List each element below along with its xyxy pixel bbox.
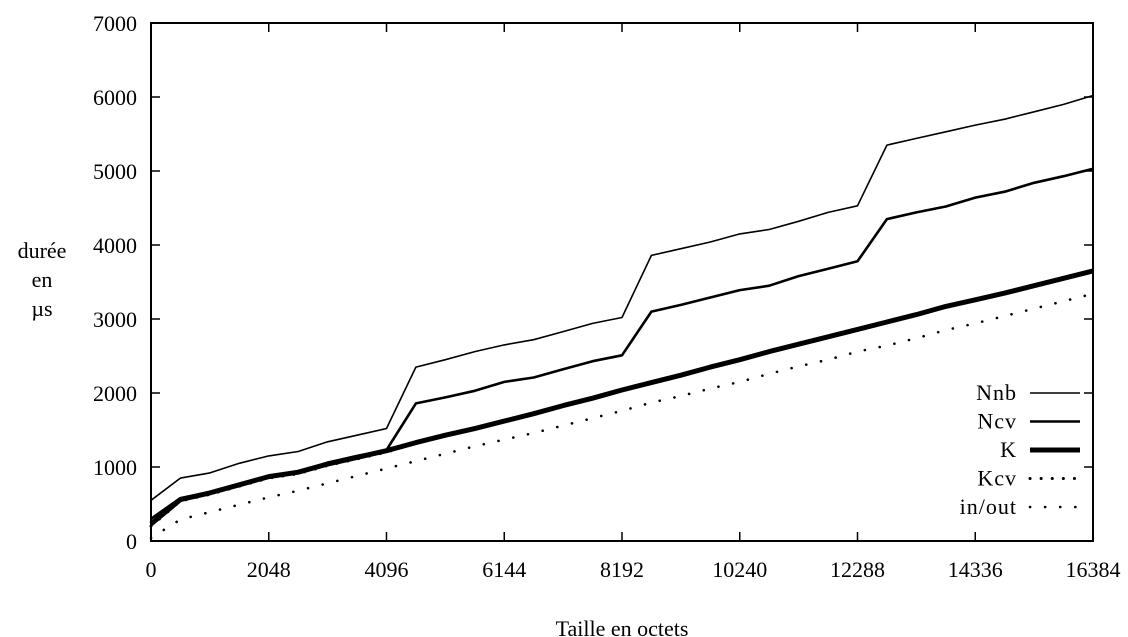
x-tick-label: 16384 bbox=[1066, 557, 1121, 582]
y-tick-label: 6000 bbox=[93, 85, 137, 110]
x-tick-labels: 0 2048 4096 6144 8192 10240 12288 14336 16384 bbox=[146, 557, 1121, 582]
y-tick-labels: 0 1000 2000 3000 4000 5000 6000 7000 bbox=[93, 11, 137, 554]
y-axis-title-line-1: durée bbox=[18, 238, 67, 263]
legend: Nnb Ncv K Kcv in/out bbox=[960, 380, 1082, 519]
plot-frame bbox=[150, 22, 1094, 542]
series-line-in-out bbox=[149, 292, 1095, 540]
series-line-k bbox=[149, 268, 1094, 526]
y-axis-title-line-3: µs bbox=[31, 296, 52, 321]
x-tick-label: 0 bbox=[146, 557, 157, 582]
series-line-kcv bbox=[149, 270, 1095, 528]
y-tick-label: 4000 bbox=[93, 233, 137, 258]
legend-label-kcv: Kcv bbox=[977, 466, 1017, 491]
y-tick-label: 3000 bbox=[93, 307, 137, 332]
plot-area bbox=[149, 22, 1095, 542]
y-axis-title-line-2: en bbox=[32, 267, 53, 292]
x-tick-label: 10240 bbox=[712, 557, 767, 582]
legend-label-ncv: Ncv bbox=[977, 409, 1017, 434]
axis-ticks bbox=[150, 22, 1094, 542]
series-line-ncv bbox=[150, 167, 1094, 520]
y-axis-title: durée en µs bbox=[18, 238, 67, 321]
y-tick-label: 5000 bbox=[93, 159, 137, 184]
x-tick-label: 4096 bbox=[365, 557, 409, 582]
x-tick-label: 2048 bbox=[247, 557, 291, 582]
series-lines bbox=[149, 94, 1095, 540]
x-tick-label: 8192 bbox=[600, 557, 644, 582]
x-tick-label: 12288 bbox=[830, 557, 885, 582]
y-tick-label: 0 bbox=[126, 529, 137, 554]
legend-label-k: K bbox=[1000, 437, 1017, 462]
y-tick-label: 2000 bbox=[93, 381, 137, 406]
legend-label-nnb: Nnb bbox=[976, 380, 1017, 405]
x-tick-label: 14336 bbox=[948, 557, 1003, 582]
y-tick-label: 1000 bbox=[93, 455, 137, 480]
x-tick-label: 6144 bbox=[482, 557, 526, 582]
y-tick-label: 7000 bbox=[93, 11, 137, 36]
series-line-nnb bbox=[150, 94, 1094, 501]
legend-label-in-out: in/out bbox=[960, 494, 1017, 519]
x-axis-title: Taille en octets bbox=[556, 616, 689, 637]
